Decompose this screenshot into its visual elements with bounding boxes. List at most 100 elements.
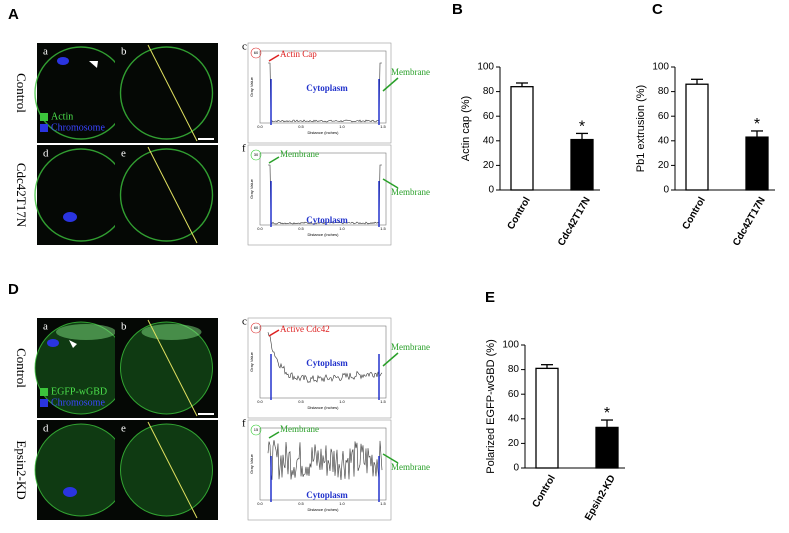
y-axis-label: Gray Value (249, 76, 254, 96)
x-tick-label: 1.0 (339, 501, 345, 506)
y-tick-label: 80 (508, 364, 520, 375)
y-axis-label: Gray Value (249, 453, 254, 473)
legend-text: Chromosome (51, 122, 105, 133)
row-label: Control (14, 348, 29, 388)
micrograph (115, 145, 218, 245)
y-tick-label: 40 (658, 135, 670, 146)
x-tick-label: Control (531, 473, 558, 509)
profile-frame (259, 427, 387, 501)
scan-line (147, 146, 198, 244)
annotation: Cytoplasm (306, 215, 348, 225)
bar (510, 86, 534, 191)
image-letter: e (121, 148, 126, 160)
micrograph (115, 43, 218, 143)
panel-letter: A (8, 6, 19, 23)
y-tick-label: 60 (483, 111, 495, 122)
y-axis-label: Gray Value (249, 351, 254, 371)
profile-letter: f (242, 143, 246, 155)
oocyte-fill (120, 424, 213, 516)
y-tick-label: 40 (483, 135, 495, 146)
annotation: Cytoplasm (306, 83, 348, 93)
x-tick-label: 0.5 (298, 226, 304, 231)
y-tick-label: 100 (477, 62, 494, 73)
arrowhead (89, 61, 98, 68)
x-tick-label: 0.0 (257, 226, 263, 231)
profile-frame (259, 325, 387, 399)
image-letter: d (43, 423, 49, 435)
profile-letter: c (242, 316, 247, 328)
y-tick-label: 0 (513, 463, 519, 474)
y-tick-label: 20 (658, 160, 670, 171)
annotation-arrow (268, 156, 280, 164)
x-tick-label: 1.5 (380, 124, 386, 129)
x-axis-label: Distance (inches) (308, 507, 340, 512)
peak-ring (250, 424, 262, 436)
y-axis-label: Gray Value (249, 178, 254, 198)
peak-label: 30 (254, 152, 259, 157)
cortex-cap (56, 324, 116, 340)
oocyte-edge (120, 321, 213, 415)
peak-label: 60 (254, 50, 259, 55)
oocyte-edge (119, 148, 214, 242)
bar (685, 83, 709, 191)
x-tick-label: Epsin2-KD (583, 473, 618, 522)
x-tick-label: 1.0 (339, 399, 345, 404)
y-tick-label: 60 (508, 389, 520, 400)
significance: * (754, 116, 760, 133)
x-tick-label: 1.5 (380, 226, 386, 231)
chromosome (63, 487, 77, 497)
row-label: Cdc42T17N (14, 163, 29, 228)
y-tick-label: 20 (508, 438, 520, 449)
annotation-arrow (382, 77, 399, 92)
y-axis-label: Actin cap (%) (460, 96, 472, 161)
profile-frame (259, 152, 387, 226)
peak-label: 60 (254, 325, 259, 330)
significance: * (579, 119, 585, 136)
profile-trace (267, 440, 383, 481)
x-tick-label: 0.5 (298, 399, 304, 404)
x-axis-label: Distance (inches) (308, 232, 340, 237)
panel-letter: E (485, 289, 495, 306)
legend-swatch (40, 399, 48, 407)
image-letter: b (121, 46, 127, 58)
oocyte-fill (35, 424, 127, 516)
cortex-cap (141, 324, 202, 340)
image-letter: a (43, 46, 48, 58)
annotation: Membrane (280, 149, 319, 159)
legend-swatch (40, 113, 48, 121)
bar (570, 138, 594, 191)
y-tick-label: 0 (488, 185, 494, 196)
peak-ring (250, 149, 262, 161)
annotation: Membrane (391, 342, 430, 352)
annotation-arrow (382, 352, 399, 367)
legend-text: Chromosome (51, 397, 105, 408)
x-tick-label: 0.0 (257, 124, 263, 129)
x-tick-label: Cdc42T17N (556, 195, 593, 248)
bar (745, 136, 769, 191)
y-axis-label: Pb1 extrusion (%) (635, 85, 647, 172)
legend-text: EGFP-wGBD (51, 386, 107, 397)
scan-line (147, 44, 198, 142)
x-tick-label: 0.0 (257, 399, 263, 404)
x-tick-label: Control (681, 195, 708, 231)
profile-box (247, 419, 392, 521)
arrowhead (69, 340, 77, 348)
x-axis-label: Distance (inches) (308, 405, 340, 410)
y-tick-label: 40 (508, 413, 520, 424)
x-axis-label: Distance (inches) (308, 130, 340, 135)
annotation-arrow (382, 178, 399, 189)
micrograph (37, 145, 115, 245)
annotation: Actin Cap (280, 49, 317, 59)
x-tick-label: 0.0 (257, 501, 263, 506)
chromosome (47, 339, 59, 347)
legend-swatch (40, 388, 48, 396)
annotation-arrow (268, 54, 280, 62)
y-tick-label: 100 (652, 62, 669, 73)
y-tick-label: 60 (658, 111, 670, 122)
profile-trace (268, 164, 382, 225)
panel-letter: B (452, 1, 463, 18)
oocyte-edge (120, 423, 213, 517)
profile-letter: c (242, 41, 247, 53)
annotation-arrow (268, 431, 280, 439)
x-tick-label: 0.5 (298, 124, 304, 129)
